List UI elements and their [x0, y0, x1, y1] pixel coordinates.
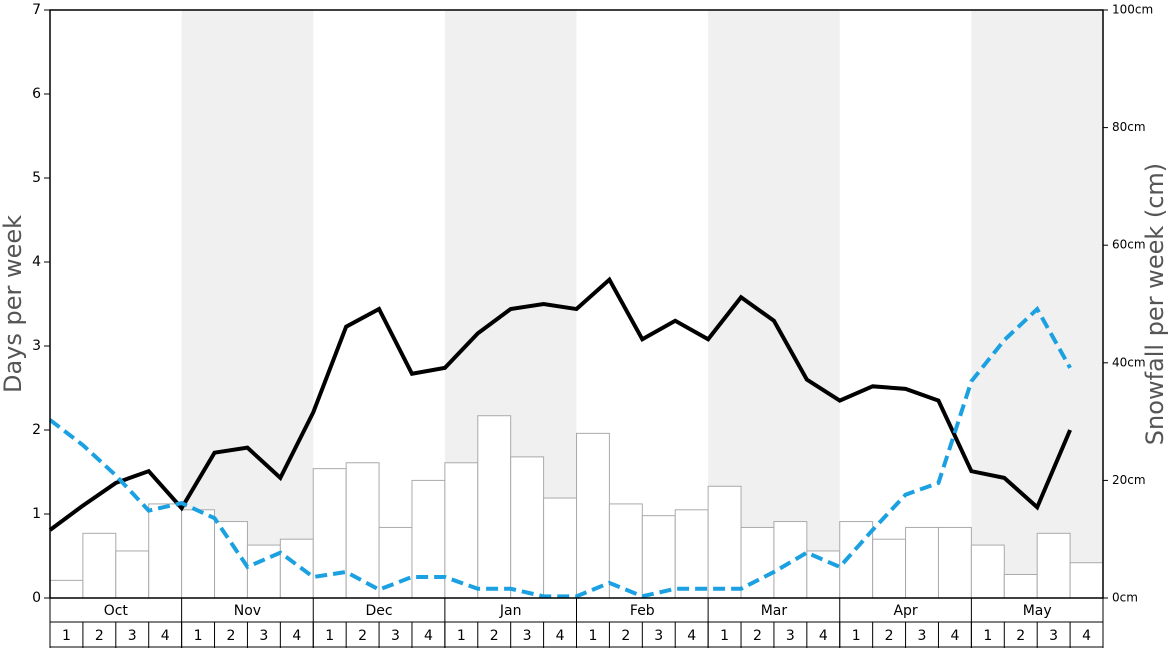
x-tick-label: 1: [852, 628, 861, 644]
y2-tick-label: 0cm: [1112, 591, 1138, 605]
month-label: Jan: [499, 603, 522, 619]
x-tick-label: 4: [424, 628, 433, 644]
y-tick-label: 0: [32, 590, 41, 606]
x-tick-label: 1: [720, 628, 729, 644]
bar: [181, 509, 216, 599]
y-tick-label: 6: [32, 86, 41, 102]
x-tick-label: 2: [95, 628, 104, 644]
x-tick-label: 3: [128, 628, 137, 644]
bar: [543, 497, 577, 599]
month-label: Feb: [630, 603, 655, 619]
bar: [49, 579, 84, 599]
bar: [576, 432, 610, 599]
x-tick-label: 4: [687, 628, 696, 644]
bar: [510, 456, 545, 599]
month-shade: [971, 10, 1103, 598]
y-axis-label: Days per week: [0, 215, 27, 393]
x-tick-label: 2: [621, 628, 630, 644]
bar: [312, 468, 347, 599]
month-shade: [181, 10, 314, 598]
bar: [115, 550, 150, 599]
x-tick-label: 1: [325, 628, 334, 644]
x-tick-label: 2: [227, 628, 236, 644]
line-series: [48, 276, 1072, 532]
x-tick-label: 3: [523, 628, 532, 644]
x-tick-label: 3: [391, 628, 400, 644]
y2-tick-label: 80cm: [1112, 120, 1146, 134]
x-tick-label: 2: [753, 628, 762, 644]
x-tick-label: 1: [62, 628, 71, 644]
bar: [773, 521, 808, 599]
line-series: [48, 305, 1072, 599]
x-tick-label: 2: [358, 628, 367, 644]
bar: [872, 538, 907, 599]
x-tick-label: 4: [1082, 628, 1091, 644]
bar: [279, 538, 314, 599]
x-tick-label: 3: [259, 628, 268, 644]
x-tick-label: 1: [194, 628, 203, 644]
bar: [608, 503, 643, 599]
bar: [148, 503, 183, 599]
bar: [970, 544, 1005, 599]
bar: [1003, 573, 1038, 599]
month-label: Oct: [104, 603, 129, 619]
x-tick-label: 2: [885, 628, 894, 644]
bar: [641, 515, 676, 599]
y2-tick-label: 20cm: [1112, 473, 1146, 487]
x-tick-label: 1: [457, 628, 466, 644]
x-tick-label: 3: [786, 628, 795, 644]
y2-tick-label: 100cm: [1112, 3, 1153, 17]
bar: [707, 485, 742, 599]
y-tick-label: 2: [32, 422, 41, 438]
bar: [937, 526, 972, 599]
month-label: Apr: [893, 603, 917, 619]
x-tick-label: 1: [588, 628, 597, 644]
bar: [674, 509, 709, 599]
bar: [411, 479, 446, 599]
x-tick-label: 1: [983, 628, 992, 644]
x-tick-label: 2: [1016, 628, 1025, 644]
month-label: Mar: [761, 603, 788, 619]
bar: [444, 462, 479, 599]
bar: [345, 462, 380, 599]
month-label: Nov: [234, 603, 261, 619]
x-tick-label: 4: [819, 628, 828, 644]
bar: [1036, 532, 1071, 599]
x-tick-label: 2: [490, 628, 499, 644]
month-label: May: [1023, 603, 1052, 619]
x-tick-label: 4: [556, 628, 565, 644]
bar: [806, 550, 841, 599]
y-tick-label: 4: [32, 254, 41, 270]
y2-tick-label: 40cm: [1112, 355, 1146, 369]
x-tick-label: 3: [1049, 628, 1058, 644]
x-tick-label: 4: [292, 628, 301, 644]
bar: [477, 415, 512, 599]
y2-axis-label: Snowfall per week (cm): [1141, 163, 1168, 445]
bar: [1069, 562, 1104, 599]
y-tick-label: 7: [32, 2, 41, 18]
y2-tick-label: 60cm: [1112, 238, 1146, 252]
y-tick-label: 1: [32, 506, 41, 522]
bar: [82, 532, 117, 599]
x-tick-label: 4: [161, 628, 170, 644]
y-tick-label: 3: [32, 338, 41, 354]
bar: [740, 526, 775, 599]
bar: [905, 526, 939, 599]
y-tick-label: 5: [32, 170, 41, 186]
x-tick-label: 3: [918, 628, 927, 644]
x-tick-label: 3: [654, 628, 663, 644]
month-label: Dec: [366, 603, 393, 619]
x-tick-label: 4: [950, 628, 959, 644]
